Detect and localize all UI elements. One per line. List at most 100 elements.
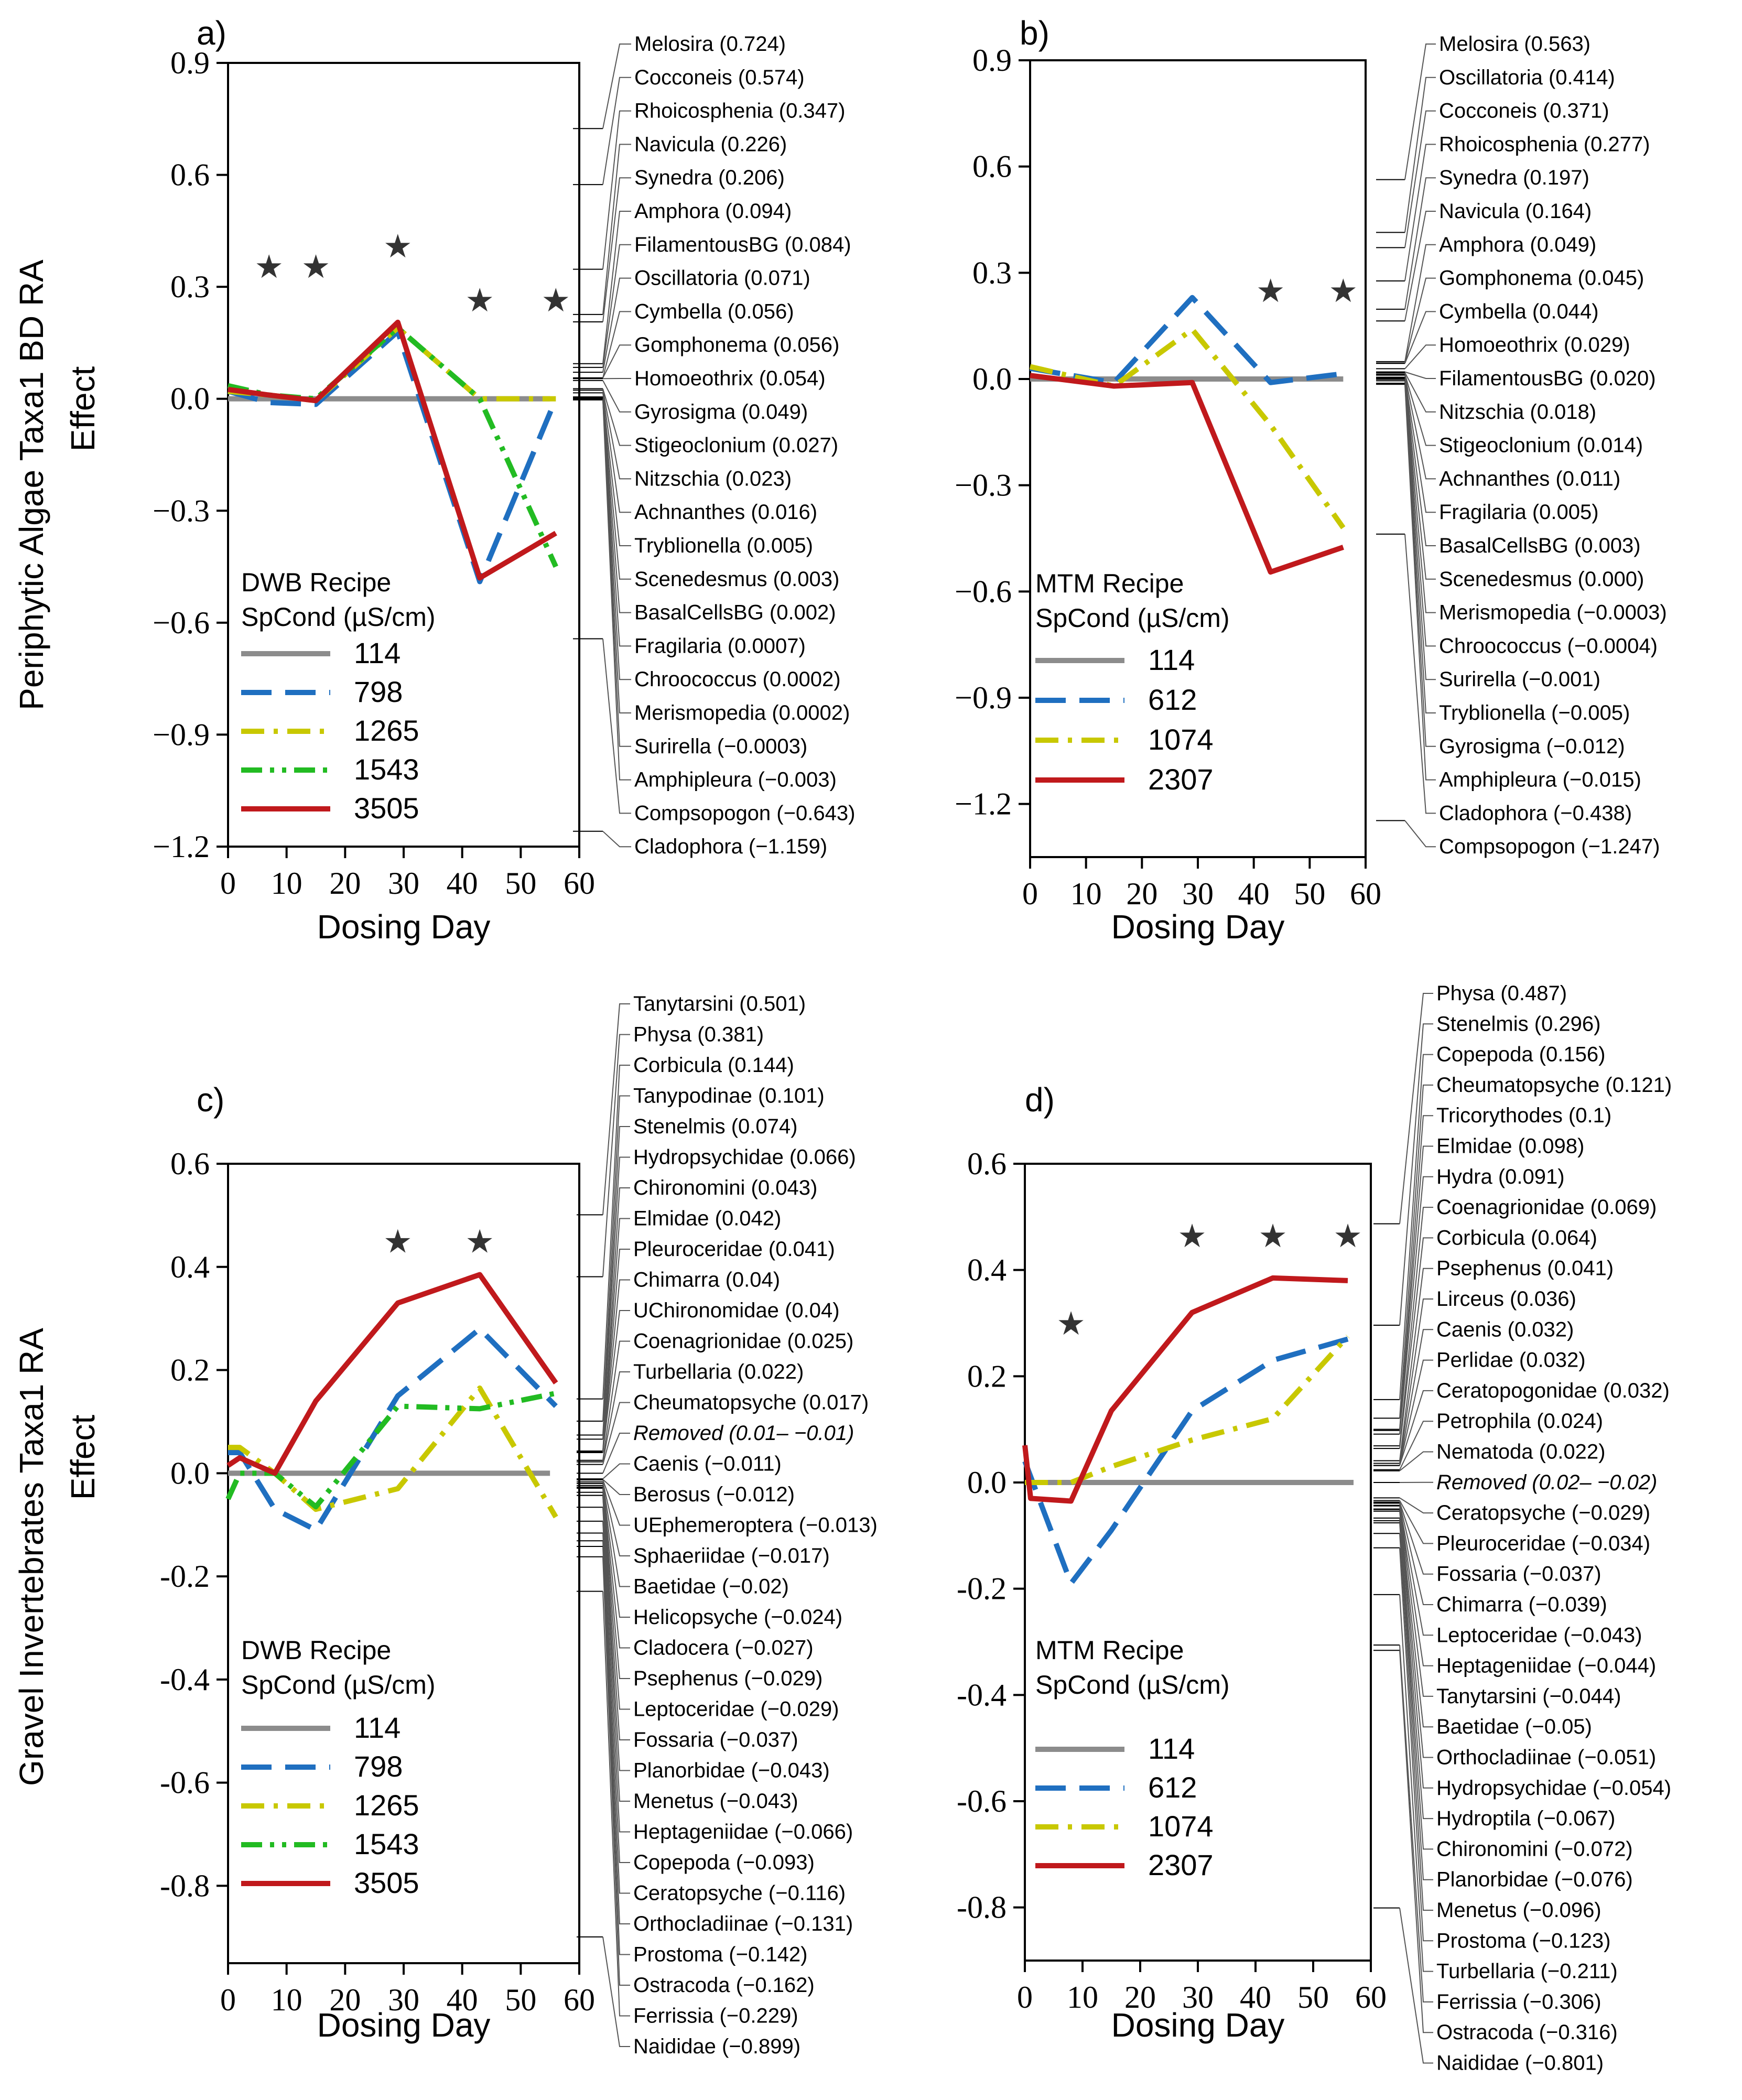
series-line-2307 xyxy=(1030,373,1344,575)
x-tick-label: 10 xyxy=(271,866,302,901)
taxon-label: Orthocladiinae (−0.051) xyxy=(1436,1746,1656,1769)
leader-line xyxy=(602,1340,630,1460)
leader-line xyxy=(602,1218,630,1452)
y-tick-label: -0.2 xyxy=(957,1572,1007,1606)
leader-line xyxy=(602,397,631,546)
legend-label-798: 798 xyxy=(354,1750,403,1783)
taxon-label: Fossaria (−0.037) xyxy=(1436,1563,1602,1586)
x-tick-label: 20 xyxy=(329,1983,361,2017)
leader-line xyxy=(1399,1594,1433,1972)
leader-line xyxy=(602,177,631,322)
taxon-label: Copepoda (0.156) xyxy=(1436,1043,1605,1066)
leader-line xyxy=(1399,1547,1433,1942)
taxon-label: Naididae (−0.899) xyxy=(633,2035,800,2058)
legend-label-114: 114 xyxy=(1148,643,1195,676)
leader-line xyxy=(602,1003,630,1215)
leader-line xyxy=(1404,378,1436,580)
leader-line xyxy=(1399,1115,1433,1430)
taxon-label: Cymbella (0.056) xyxy=(634,300,794,323)
y-tick-label: −0.9 xyxy=(153,717,210,752)
leader-line xyxy=(1404,277,1436,363)
leader-line xyxy=(1404,820,1436,848)
legend-subtitle: SpCond (µS/cm) xyxy=(241,602,436,632)
taxon-label: Tricorythodes (0.1) xyxy=(1436,1104,1611,1127)
y-tick-label: 0.6 xyxy=(170,1146,210,1181)
y-tick-label: 0.2 xyxy=(170,1353,210,1388)
taxon-label: Orthocladiinae (−0.131) xyxy=(633,1912,853,1935)
leader-line xyxy=(602,1156,630,1439)
leader-line xyxy=(1399,1645,1433,2002)
leader-line xyxy=(602,831,631,848)
ylabel-bottom-effect: Effect xyxy=(64,1415,102,1500)
taxon-label: Berosus (−0.012) xyxy=(633,1483,795,1506)
taxon-label: Cymbella (0.044) xyxy=(1439,300,1599,323)
leader-line xyxy=(1404,244,1436,362)
panel-d: d) 0.6 0.4 0.2 0.0 -0.2 -0.4 -0.6 -0.8 0 10 20 30 40 5… xyxy=(957,982,1672,2075)
y-tick-label: -0.4 xyxy=(957,1677,1007,1712)
taxon-label: Chironomini (0.043) xyxy=(633,1176,817,1199)
legend-label-612: 612 xyxy=(1148,683,1197,716)
taxon-label: Amphipleura (−0.003) xyxy=(634,768,837,792)
series-line-612 xyxy=(1030,295,1344,385)
leader-line xyxy=(1404,211,1436,321)
significance-star: ★ xyxy=(383,227,413,265)
panel-tag: c) xyxy=(197,1081,224,1119)
leader-line xyxy=(1399,1390,1433,1466)
taxon-label: Petrophila (0.024) xyxy=(1436,1410,1603,1433)
taxon-label: Elmidae (0.098) xyxy=(1436,1135,1584,1158)
leader-line xyxy=(602,1495,630,1802)
significance-star: ★ xyxy=(465,1222,494,1261)
x-tick-label: 50 xyxy=(1294,876,1325,911)
legend-subtitle: SpCond (µS/cm) xyxy=(1035,1670,1230,1700)
leader-line xyxy=(602,1488,630,1679)
leader-line xyxy=(1404,379,1436,613)
taxon-label: Homoeothrix (0.029) xyxy=(1439,333,1630,356)
x-tick-label: 50 xyxy=(505,866,536,901)
leader-line xyxy=(1399,1506,1433,1697)
leader-line xyxy=(1404,374,1436,446)
taxon-label: Removed (0.01– −0.01) xyxy=(633,1422,854,1445)
leader-line xyxy=(602,1521,630,1863)
x-tick-label: 40 xyxy=(1238,876,1270,911)
y-tick-label: −0.3 xyxy=(153,493,210,528)
leader-line xyxy=(602,1541,630,1924)
taxon-label: Naididae (−0.801) xyxy=(1436,2052,1604,2075)
series-line-1074 xyxy=(1025,1334,1350,1485)
taxon-label: Nitzschia (0.023) xyxy=(634,467,792,490)
leader-line xyxy=(602,1591,630,2017)
leader-line xyxy=(1399,1359,1433,1466)
leader-line xyxy=(602,1249,630,1453)
taxon-label: Coenagrionidae (0.069) xyxy=(1436,1196,1657,1219)
leader-line xyxy=(1399,1503,1433,1605)
leader-line xyxy=(602,1187,630,1452)
leader-line xyxy=(1399,1329,1433,1466)
significance-star: ★ xyxy=(465,281,494,319)
taxon-label: Caenis (0.032) xyxy=(1436,1318,1574,1341)
x-tick-label: 30 xyxy=(388,1983,419,2017)
significance-star: ★ xyxy=(1333,1217,1362,1255)
leader-line xyxy=(602,1463,630,1479)
leader-line xyxy=(1399,1023,1433,1326)
x-tick-label: 10 xyxy=(271,1983,302,2017)
leader-line xyxy=(1399,1268,1433,1461)
taxon-label: Navicula (0.226) xyxy=(634,133,787,156)
taxon-label: BasalCellsBG (0.003) xyxy=(1439,534,1641,557)
taxon-label: UChironomidae (0.04) xyxy=(633,1299,840,1322)
leader-line xyxy=(1399,993,1433,1224)
leader-line xyxy=(1399,1176,1433,1434)
series-line-1074 xyxy=(1029,327,1346,529)
taxon-label: Scenedesmus (0.003) xyxy=(634,568,839,591)
leader-line xyxy=(1399,1505,1433,1636)
taxon-label: Cladophora (−1.159) xyxy=(634,835,827,858)
leader-line xyxy=(602,380,631,413)
y-tick-label: −0.3 xyxy=(955,468,1012,503)
legend-label-114: 114 xyxy=(1148,1732,1195,1765)
taxon-label: Rhoicosphenia (0.277) xyxy=(1439,133,1650,156)
taxon-label: Tanypodinae (0.101) xyxy=(633,1085,825,1108)
series-line-612 xyxy=(1022,1336,1349,1586)
leader-line xyxy=(1399,1511,1433,1789)
leader-line xyxy=(1404,371,1436,379)
taxon-label: Homoeothrix (0.054) xyxy=(634,367,826,390)
legend-title: MTM Recipe xyxy=(1035,569,1184,598)
